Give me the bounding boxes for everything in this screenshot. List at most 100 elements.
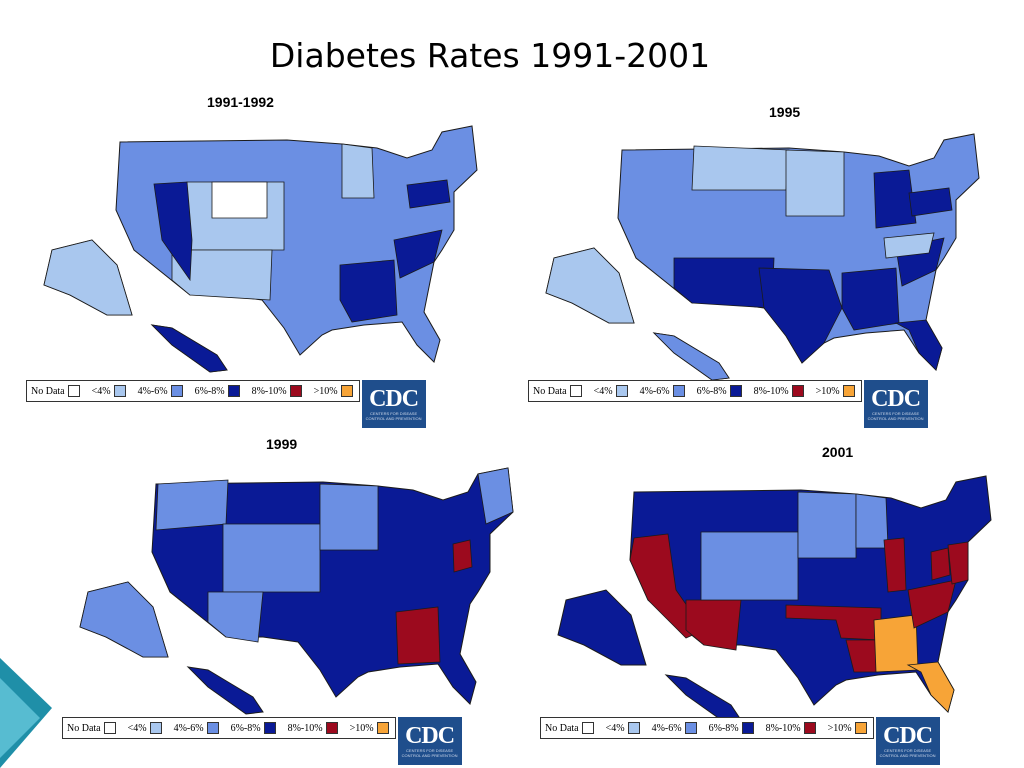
legend-label: 8%-10% (251, 385, 287, 397)
legend-item: 8%-10% (766, 722, 816, 734)
legend-label: 4%-6% (639, 385, 670, 397)
map-region-hawaii (150, 324, 228, 373)
legend-item: 8%-10% (754, 385, 804, 397)
legend-item: <4% (128, 722, 162, 734)
legend-item: 6%-8% (697, 385, 742, 397)
legend-swatch (741, 722, 754, 734)
legend-item: 8%-10% (288, 722, 338, 734)
map-region-florida (906, 661, 955, 713)
legend-box: No Data <4% 4%-6% 6%-8% 8%-10% >10% (540, 717, 874, 739)
legend-item: <4% (606, 722, 640, 734)
legend-item: No Data (533, 385, 582, 397)
legend-label: 4%-6% (137, 385, 168, 397)
legend-item: 6%-8% (231, 722, 276, 734)
legend-label: <4% (127, 722, 147, 734)
legend-label: No Data (533, 385, 567, 397)
cdc-logo-subtext: CENTERS FOR DISEASE CONTROL AND PREVENTI… (867, 411, 924, 421)
map-region-mississippi-alabama (873, 614, 919, 673)
legend-label: <4% (605, 722, 625, 734)
map-region-oklahoma-arkansas (785, 604, 882, 641)
map-region-southwest (171, 249, 273, 301)
cdc-logo-subtext: CENTERS FOR DISEASE CONTROL AND PREVENTI… (401, 748, 458, 758)
legend-label: >10% (815, 385, 840, 397)
us-map (545, 133, 980, 381)
cdc-logo-letters: CDC (883, 723, 933, 749)
legend-item: No Data (545, 722, 594, 734)
map-region-minnesota (855, 493, 889, 549)
legend-item: No Data (31, 385, 80, 397)
map-region-midwest (873, 169, 917, 229)
legend-swatch (842, 385, 855, 397)
map-region-dakotas (785, 149, 845, 217)
map-region-dakotas (797, 491, 857, 559)
cdc-logo-letters: CDC (871, 386, 921, 412)
map-region-southwest (673, 257, 775, 309)
map-region-texas (758, 267, 843, 364)
legend-swatch (803, 722, 816, 734)
map-region-alaska (545, 247, 635, 324)
legend-swatch (581, 722, 594, 734)
legend-swatch (854, 722, 867, 734)
legend-label: >10% (313, 385, 338, 397)
legend-box: No Data <4% 4%-6% 6%-8% 8%-10% >10% (26, 380, 360, 402)
map-region-mississippi-alabama (395, 606, 441, 665)
map-region-rockies (222, 523, 321, 593)
cdc-logo: CDC CENTERS FOR DISEASE CONTROL AND PREVE… (863, 380, 928, 428)
map-region-alaska (557, 589, 647, 666)
legend-swatch (325, 722, 338, 734)
legend-swatch (67, 385, 80, 397)
map-region-pacific-nw (155, 479, 229, 531)
legend-swatch (791, 385, 804, 397)
legend-swatch (615, 385, 628, 397)
panel-year-label: 1991-1992 (207, 94, 274, 110)
cdc-logo: CDC CENTERS FOR DISEASE CONTROL AND PREVE… (397, 717, 462, 765)
legend-item: >10% (816, 385, 855, 397)
map-region-arizona (207, 591, 264, 643)
map-legend: No Data <4% 4%-6% 6%-8% 8%-10% >10% CDC CENTERS… (26, 380, 426, 428)
legend-swatch (569, 385, 582, 397)
legend-item: <4% (92, 385, 126, 397)
legend-label: 6%-8% (230, 722, 261, 734)
legend-item: 6%-8% (195, 385, 240, 397)
map-panel-1995: 1995 No Data <4% 4%-6% 6%-8% 8%-10% >10% CDC CE… (524, 98, 994, 443)
legend-label: No Data (545, 722, 579, 734)
legend-swatch (263, 722, 276, 734)
panel-year-label: 1999 (266, 436, 298, 452)
map-region-mid-atlantic (947, 541, 969, 585)
cdc-logo: CDC CENTERS FOR DISEASE CONTROL AND PREVE… (361, 380, 426, 428)
map-region-west-virginia (452, 539, 473, 573)
map-region-carolinas (393, 229, 443, 279)
legend-box: No Data <4% 4%-6% 6%-8% 8%-10% >10% (528, 380, 862, 402)
legend-label: <4% (91, 385, 111, 397)
legend-swatch (672, 385, 685, 397)
legend-swatch (376, 722, 389, 734)
legend-swatch (627, 722, 640, 734)
cdc-logo-letters: CDC (369, 386, 419, 412)
map-region-pennsylvania (908, 187, 953, 217)
legend-item: 4%-6% (138, 385, 183, 397)
legend-item: 4%-6% (640, 385, 685, 397)
legend-item: <4% (594, 385, 628, 397)
legend-label: 8%-10% (765, 722, 801, 734)
legend-label: No Data (31, 385, 65, 397)
map-legend: No Data <4% 4%-6% 6%-8% 8%-10% >10% CDC CENTERS… (62, 717, 462, 765)
legend-swatch (340, 385, 353, 397)
slide-corner-decoration (0, 658, 52, 768)
map-region-new-england (477, 467, 514, 525)
legend-swatch (113, 385, 126, 397)
us-map (43, 125, 478, 373)
legend-label: <4% (593, 385, 613, 397)
map-region-hawaii (186, 666, 264, 715)
legend-label: 4%-6% (651, 722, 682, 734)
cdc-logo-letters: CDC (405, 723, 455, 749)
legend-label: 8%-10% (753, 385, 789, 397)
map-region-montana (691, 145, 790, 191)
map-region-florida (894, 319, 943, 371)
panel-year-label: 2001 (822, 444, 854, 460)
map-region-hawaii (652, 332, 730, 381)
legend-item: >10% (314, 385, 353, 397)
slide-title: Diabetes Rates 1991-2001 (269, 36, 711, 75)
map-legend: No Data <4% 4%-6% 6%-8% 8%-10% >10% CDC CENTERS… (540, 717, 940, 765)
legend-item: 4%-6% (174, 722, 219, 734)
legend-label: No Data (67, 722, 101, 734)
